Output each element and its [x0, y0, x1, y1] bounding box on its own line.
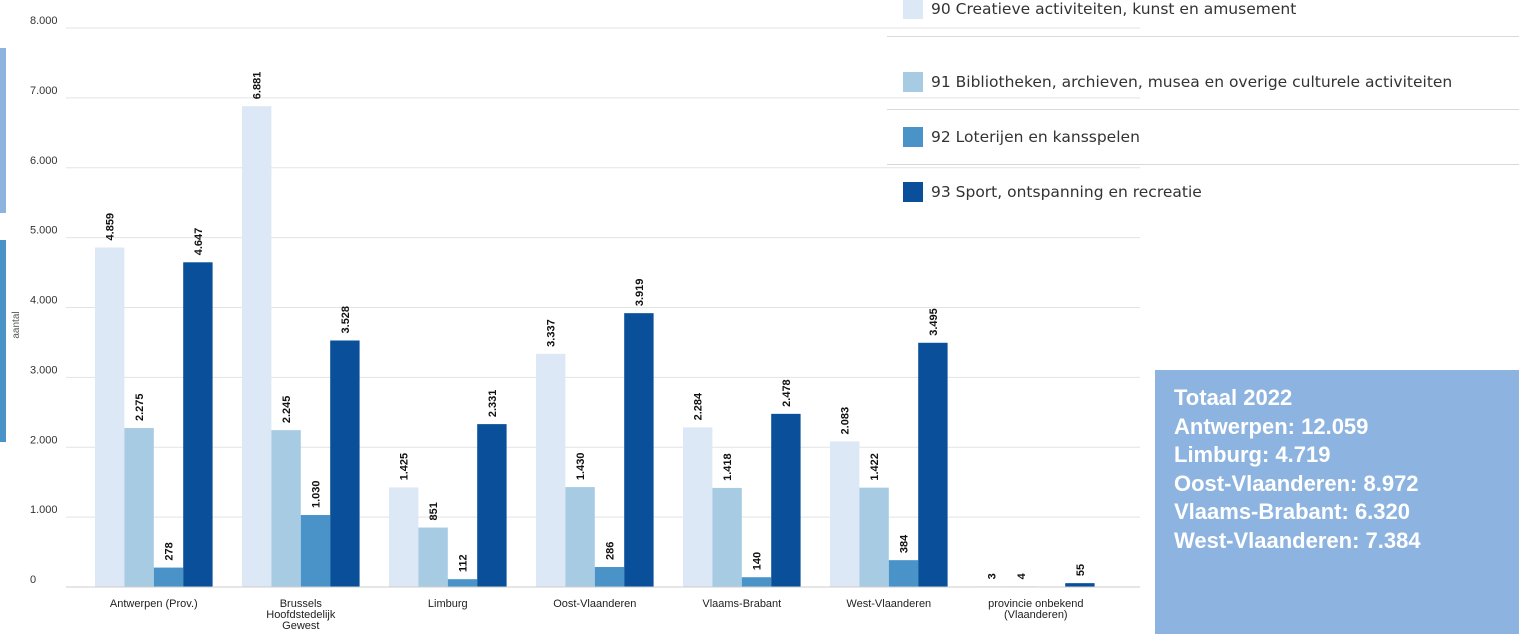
bar [183, 262, 213, 587]
x-category-label: Hoofdstedelijk [266, 609, 336, 621]
totals-title: Totaal 2022 [1174, 385, 1293, 410]
y-tick-label: 2.000 [30, 434, 58, 446]
data-label: 1.422 [869, 453, 881, 481]
x-category-label: Oost-Vlaanderen [553, 598, 636, 610]
bar [888, 560, 919, 587]
x-category-label: West-Vlaanderen [846, 598, 931, 610]
y-tick-label: 5.000 [30, 225, 58, 237]
totals-oost-vlaanderen: Oost-Vlaanderen: 8.972 [1174, 470, 1419, 496]
legend-item-90[interactable]: 90 Creatieve activiteiten, kunst en amus… [887, 0, 1519, 37]
bar [830, 441, 860, 587]
data-label: 3.528 [340, 306, 352, 334]
bar [683, 427, 713, 587]
data-label: 3.337 [546, 319, 558, 347]
x-category-label: (Vlaanderen) [1004, 609, 1068, 621]
edge-accent-lower [0, 240, 6, 442]
x-category-label: Brussels [280, 598, 323, 610]
bar [153, 567, 184, 587]
legend-item-93[interactable]: 93 Sport, ontspanning en recreatie [887, 165, 1519, 219]
bar [418, 527, 448, 587]
edge-accent-upper [0, 48, 6, 213]
data-label: 4.647 [193, 228, 205, 256]
bar [389, 487, 419, 587]
bar [859, 487, 889, 587]
data-label: 2.331 [487, 390, 499, 418]
x-category-label: provincie onbekend [988, 598, 1083, 610]
legend-swatch-90 [903, 0, 923, 19]
legend-swatch-92 [903, 127, 923, 147]
bar [242, 106, 272, 587]
legend: 90 Creatieve activiteiten, kunst en amus… [887, 0, 1519, 219]
y-tick-label: 7.000 [30, 85, 58, 97]
x-category-label: Antwerpen (Prov.) [110, 598, 198, 610]
bar [271, 430, 301, 587]
bar [477, 424, 507, 587]
bar [565, 487, 595, 587]
bar [624, 313, 654, 587]
data-label: 4.859 [105, 213, 117, 241]
legend-item-92[interactable]: 92 Loterijen en kansspelen [887, 110, 1519, 165]
data-label: 2.284 [693, 392, 705, 420]
bar [1065, 583, 1095, 587]
bar [771, 413, 801, 587]
data-label: 286 [605, 542, 617, 560]
data-label: 6.881 [252, 72, 264, 100]
data-label: 3.919 [634, 279, 646, 307]
data-label: 2.245 [281, 396, 293, 424]
y-tick-label: 0 [30, 574, 36, 586]
bar [712, 487, 742, 587]
totals-vlaams-brabant: Vlaams-Brabant: 6.320 [1174, 499, 1410, 524]
y-tick-label: 8.000 [30, 15, 58, 27]
legend-label-91: 91 Bibliotheken, archieven, musea en ove… [931, 73, 1453, 91]
legend-label-93: 93 Sport, ontspanning en recreatie [931, 183, 1202, 201]
y-tick-label: 1.000 [30, 504, 58, 516]
bar [594, 567, 625, 587]
data-label: 55 [1075, 564, 1087, 576]
bar [330, 340, 360, 587]
data-label: 140 [752, 552, 764, 570]
legend-swatch-93 [903, 182, 923, 202]
data-label: 112 [458, 554, 470, 572]
totals-antwerpen: Antwerpen: 12.059 [1174, 413, 1369, 439]
totals-limburg: Limburg: 4.719 [1174, 442, 1331, 467]
bar [95, 247, 125, 588]
bar [918, 342, 948, 587]
bar [741, 577, 772, 587]
legend-label-90: 90 Creatieve activiteiten, kunst en amus… [931, 0, 1297, 18]
data-label: 2.478 [781, 379, 793, 407]
x-category-label: Gewest [282, 620, 319, 632]
x-category-label: Vlaams-Brabant [702, 598, 781, 610]
y-tick-label: 4.000 [30, 295, 58, 307]
legend-swatch-91 [903, 72, 923, 92]
data-label: 1.425 [399, 453, 411, 481]
data-label: 4 [1016, 572, 1028, 579]
y-tick-label: 6.000 [30, 155, 58, 167]
data-label: 1.430 [575, 453, 587, 481]
data-label: 3.495 [928, 308, 940, 336]
bar [300, 515, 331, 587]
x-category-label: Limburg [428, 598, 468, 610]
bar [536, 353, 566, 587]
data-label: 851 [428, 502, 440, 520]
totals-box: Totaal 2022 Antwerpen: 12.059 Limburg: 4… [1155, 370, 1519, 634]
legend-label-92: 92 Loterijen en kansspelen [931, 128, 1140, 146]
data-label: 1.030 [311, 480, 323, 508]
data-label: 3 [987, 573, 999, 579]
y-tick-label: 3.000 [30, 364, 58, 376]
bar [447, 579, 478, 587]
y-axis-label: aantal [11, 311, 22, 338]
bar [124, 428, 154, 587]
data-label: 384 [899, 534, 911, 553]
totals-west-vlaanderen: West-Vlaanderen: 7.384 [1174, 527, 1421, 553]
data-label: 1.418 [722, 453, 734, 481]
legend-item-91[interactable]: 91 Bibliotheken, archieven, musea en ove… [887, 55, 1519, 110]
data-label: 2.275 [134, 394, 146, 422]
data-label: 278 [164, 542, 176, 560]
data-label: 2.083 [840, 407, 852, 435]
